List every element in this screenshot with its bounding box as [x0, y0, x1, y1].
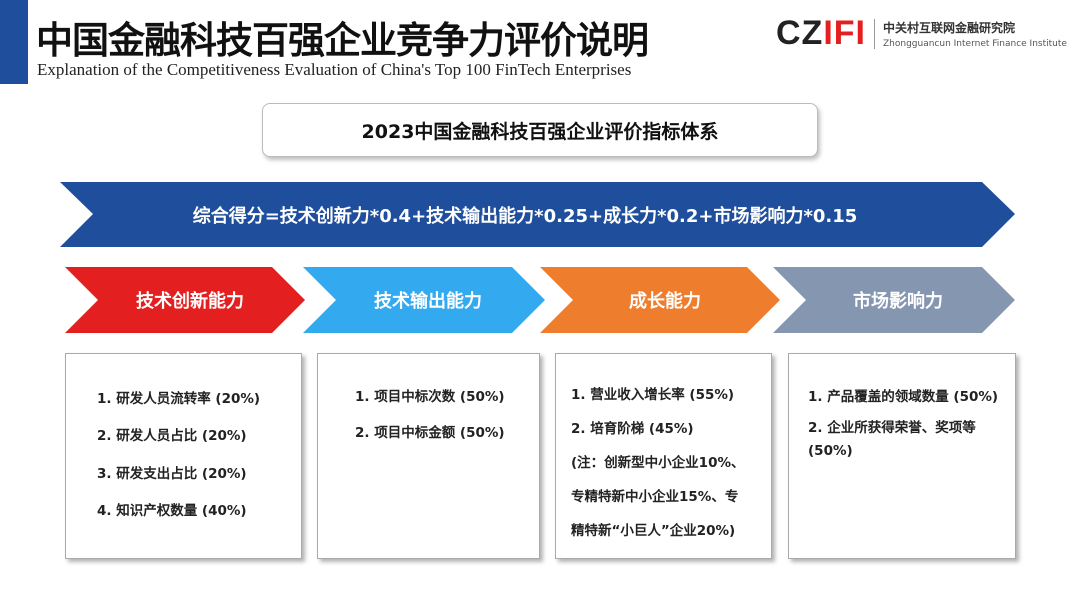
list-item: 2. 企业所获得荣誉、奖项等: [808, 420, 976, 436]
list-item: 1. 研发人员流转率 (20%): [97, 391, 261, 407]
czifi-logo: CZIFI 中关村互联网金融研究院 Zhongguancun Internet …: [776, 14, 1067, 53]
list-item: 4. 知识产权数量 (40%): [97, 503, 247, 519]
list-item: 1. 产品覆盖的领域数量 (50%): [808, 389, 999, 405]
system-title-box: 2023中国金融科技百强企业评价指标体系: [262, 103, 818, 157]
chevron-market-influence: [773, 267, 1015, 333]
list-item: 2. 研发人员占比 (20%): [97, 428, 247, 444]
accent-bar: [0, 0, 28, 84]
indicator-card-growth: 1. 营业收入增长率 (55%) 2. 培育阶梯 (45%) (注：创新型中小企…: [555, 353, 772, 559]
logo-mark: CZIFI: [776, 14, 866, 52]
list-item: 精特新“小巨人”企业20%): [571, 523, 736, 539]
page-title: 中国金融科技百强企业竞争力评价说明: [36, 19, 649, 62]
list-item: 2. 项目中标金额 (50%): [355, 425, 505, 441]
logo-divider: [874, 18, 875, 49]
chevron-label: 成长能力: [629, 291, 701, 312]
chevron-tech-output: [303, 267, 545, 333]
chevron-label: 技术输出能力: [374, 291, 482, 312]
list-item: 1. 营业收入增长率 (55%): [571, 387, 735, 403]
indicator-card-tech-innovation: 1. 研发人员流转率 (20%) 2. 研发人员占比 (20%) 3. 研发支出…: [65, 353, 302, 559]
list-item: 专精特新中小企业15%、专: [571, 489, 739, 505]
page-subtitle: Explanation of the Competitiveness Evalu…: [37, 60, 632, 79]
indicator-card-tech-output: 1. 项目中标次数 (50%) 2. 项目中标金额 (50%): [317, 353, 540, 559]
formula-text: 综合得分=技术创新力*0.4+技术输出能力*0.25+成长力*0.2+市场影响力…: [192, 205, 858, 227]
chevron-tech-innovation: [65, 267, 305, 333]
indicator-card-market-influence: 1. 产品覆盖的领域数量 (50%) 2. 企业所获得荣誉、奖项等 (50%): [788, 353, 1016, 559]
chevron-growth: [540, 267, 780, 333]
chevron-label: 技术创新能力: [136, 291, 244, 312]
list-item: 1. 项目中标次数 (50%): [355, 389, 505, 405]
logo-name-en: Zhongguancun Internet Finance Institute: [883, 38, 1067, 49]
logo-name-cn: 中关村互联网金融研究院: [883, 20, 1016, 35]
formula-arrow: [60, 182, 1015, 247]
list-item: 3. 研发支出占比 (20%): [97, 466, 247, 482]
list-item: 2. 培育阶梯 (45%): [571, 421, 694, 437]
list-item: (注：创新型中小企业10%、: [571, 455, 745, 471]
chevron-label: 市场影响力: [853, 291, 943, 312]
list-item: (50%): [808, 443, 853, 459]
